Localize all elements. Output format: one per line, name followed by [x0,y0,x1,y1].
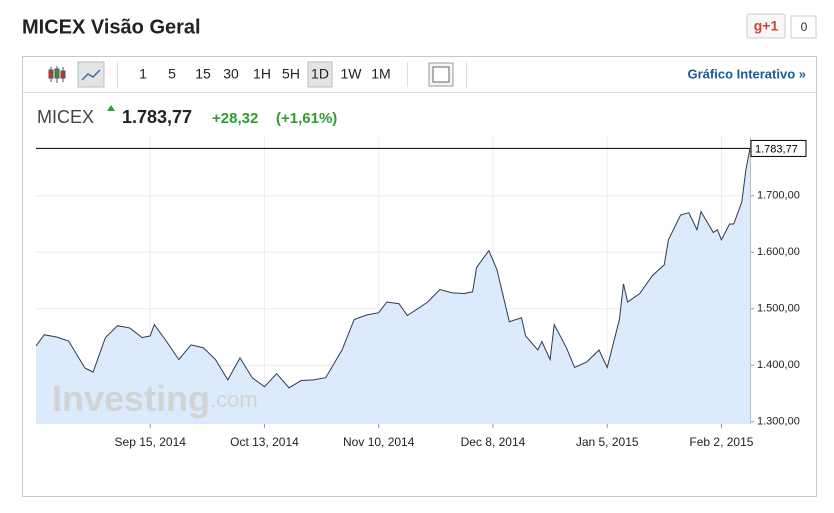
x-tick-label: Sep 15, 2014 [115,435,187,449]
range-button[interactable]: 1D [311,66,329,82]
y-tick-label: 1.600,00 [757,246,800,258]
page-icon-inner[interactable] [432,66,450,83]
share-label[interactable]: g+1 [754,18,779,34]
page-title: MICEX Visão Geral [22,16,201,38]
change-pct: (+1,61%) [276,110,337,127]
range-button[interactable]: 5 [168,66,176,82]
range-selected[interactable] [307,61,333,88]
y-tick-label: 1.700,00 [757,190,800,202]
range-button[interactable]: 1W [341,66,363,82]
up-arrow [107,105,115,111]
line-icon[interactable] [81,69,101,81]
line-icon-selected[interactable] [77,61,105,88]
range-button[interactable]: 30 [223,66,239,82]
price-line [35,148,751,389]
x-tick-label: Feb 2, 2015 [689,435,753,449]
watermark: Investing.com [52,378,258,419]
x-tick-label: Dec 8, 2014 [461,435,526,449]
range-button[interactable]: 1 [139,66,147,82]
range-button[interactable]: 15 [195,66,211,82]
range-button[interactable]: 1M [371,66,390,82]
range-button[interactable]: 1H [253,66,271,82]
last-price-label: 1.783,77 [755,143,798,155]
watermark-suffix: .com [210,387,258,412]
change: +28,32 [212,110,258,127]
candle-icon[interactable] [48,66,66,83]
y-tick-label: 1.500,00 [757,303,800,315]
symbol: MICEX [37,107,94,127]
y-tick-label: 1.400,00 [757,359,800,371]
x-tick-label: Oct 13, 2014 [230,435,299,449]
area-fill [36,148,750,424]
range-button[interactable]: 5H [282,66,300,82]
interactive-link[interactable]: Gráfico Interativo » [688,66,806,81]
share-count-box [790,15,817,39]
share-count: 0 [801,20,808,34]
last-price-box [750,139,807,157]
y-tick-label: 1.300,00 [757,416,800,428]
watermark-name: Investing [52,378,210,419]
share-button[interactable] [746,13,786,39]
x-tick-label: Jan 5, 2015 [576,435,639,449]
x-tick-label: Nov 10, 2014 [343,435,415,449]
last-price: 1.783,77 [122,107,192,127]
